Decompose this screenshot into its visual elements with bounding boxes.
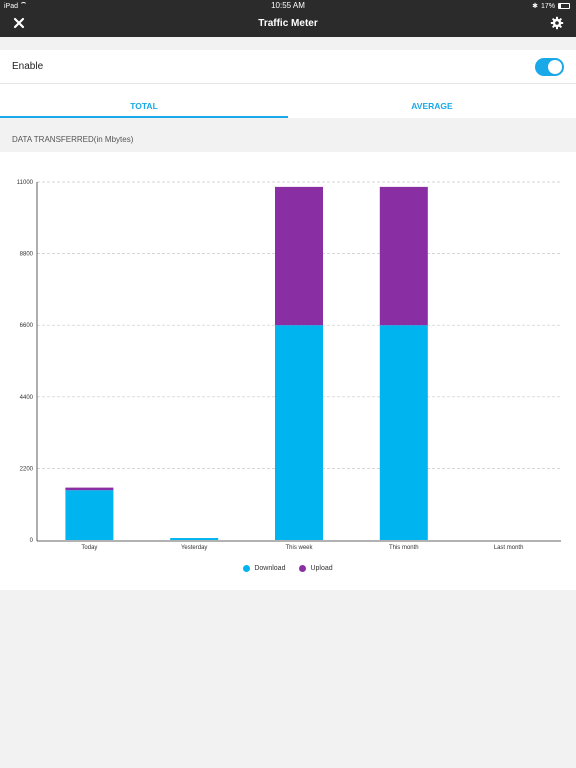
x-tick-label: Yesterday [181, 545, 207, 551]
status-right: ✱ 17% [532, 2, 570, 10]
enable-label: Enable [12, 61, 44, 72]
bar-upload-this-month [379, 186, 428, 326]
status-time: 10:55 AM [271, 1, 305, 10]
y-tick-label: 11000 [17, 180, 34, 186]
chart-card: 0 2200 4400 6600 8800 11000 Today Yesterday This… [0, 152, 576, 590]
x-tick-label: This week [285, 545, 313, 551]
y-tick-label: 8800 [20, 252, 34, 258]
bar-chart: 0 2200 4400 6600 8800 11000 Today Yesterday This… [17, 180, 561, 551]
bar-upload-this-week [275, 186, 323, 326]
legend-item-download: Download [243, 565, 285, 572]
page-title: Traffic Meter [258, 18, 318, 29]
legend-dot-upload [299, 565, 307, 572]
bar-download-today [65, 490, 114, 540]
chart-legend: Download Upload [0, 565, 576, 572]
bar-download-this-week [275, 325, 323, 540]
tab-bar: TOTAL AVERAGE [0, 84, 576, 118]
legend-label-download: Download [254, 565, 286, 572]
gear-icon[interactable] [550, 16, 564, 30]
tab-total[interactable]: TOTAL [0, 84, 288, 118]
bar-download-yesterday [170, 538, 219, 540]
toggle-knob [548, 60, 562, 74]
x-tick-label: This month [389, 545, 419, 551]
status-device: iPad [4, 2, 27, 10]
close-icon[interactable] [12, 16, 26, 30]
legend-dot-download [243, 565, 251, 572]
section-label: DATA TRANSFERRED(in Mbytes) [12, 135, 134, 144]
wifi-icon [19, 2, 27, 8]
bar-download-this-month [379, 325, 428, 540]
enable-toggle[interactable] [535, 58, 564, 76]
nav-bar: Traffic Meter [0, 12, 576, 37]
x-tick-label: Last month [494, 545, 524, 551]
battery-icon [558, 3, 570, 9]
status-bar: iPad 10:55 AM ✱ 17% [0, 0, 576, 12]
y-tick-label: 4400 [20, 395, 34, 401]
y-tick-label: 2200 [20, 466, 34, 472]
battery-percent: 17% [540, 2, 555, 10]
bar-upload-today [65, 487, 114, 491]
x-tick-label: Today [81, 545, 97, 551]
tab-average[interactable]: AVERAGE [411, 101, 453, 111]
legend-item-upload: Upload [299, 565, 333, 572]
y-tick-label: 6600 [20, 323, 34, 329]
legend-label-upload: Upload [310, 565, 333, 572]
enable-row: Enable [0, 50, 576, 84]
y-tick-label: 0 [30, 538, 34, 544]
bluetooth-icon: ✱ [532, 3, 538, 10]
